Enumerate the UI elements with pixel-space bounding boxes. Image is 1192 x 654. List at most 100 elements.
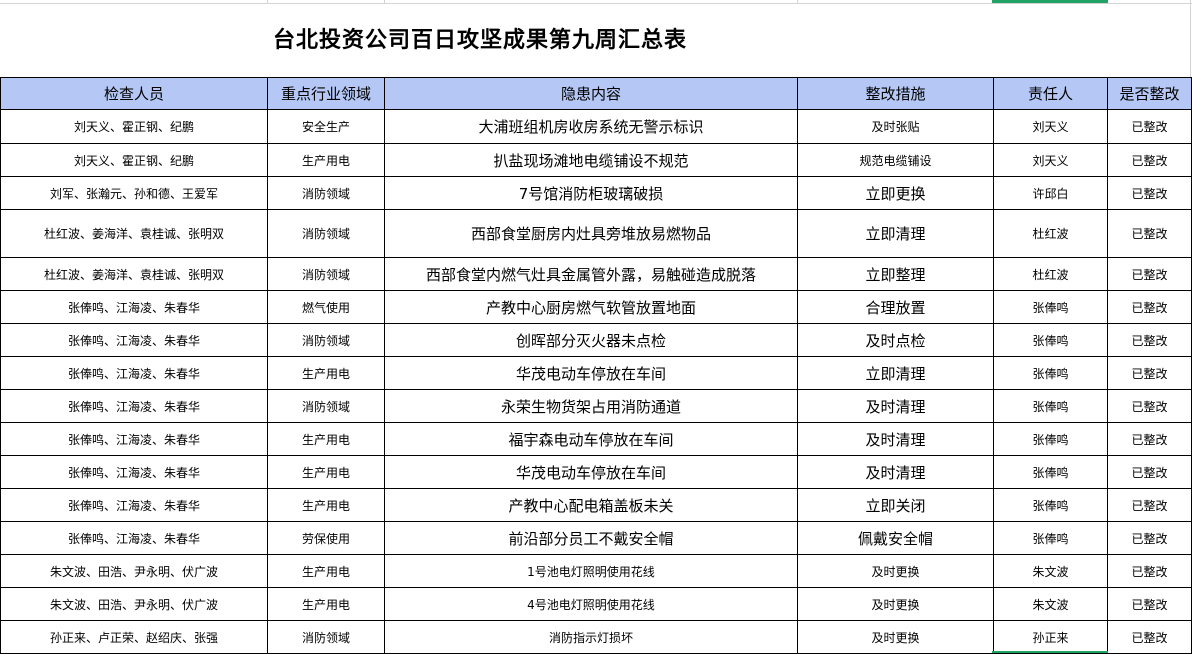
status-cell[interactable]: 已整改: [1107, 143, 1192, 177]
hazard-content-cell[interactable]: 永荣生物货架占用消防通道: [384, 389, 798, 423]
responsible-person-cell[interactable]: 张俸鸣: [993, 422, 1108, 456]
hazard-content-cell[interactable]: 前沿部分员工不戴安全帽: [384, 521, 798, 555]
hazard-content-cell[interactable]: 西部食堂内燃气灶具金属管外露，易触碰造成脱落: [384, 257, 798, 291]
hazard-content-cell[interactable]: 福宇森电动车停放在车间: [384, 422, 798, 456]
measure-cell[interactable]: 及时点检: [797, 323, 994, 357]
measure-cell[interactable]: 立即关闭: [797, 488, 994, 522]
header-industry-field[interactable]: 重点行业领域: [267, 77, 385, 110]
industry-field-cell[interactable]: 消防领域: [267, 176, 385, 210]
hazard-content-cell[interactable]: 1号池电灯照明使用花线: [384, 554, 798, 588]
header-rectification-measure[interactable]: 整改措施: [797, 77, 994, 110]
hazard-content-cell[interactable]: 产教中心配电箱盖板未关: [384, 488, 798, 522]
responsible-person-cell[interactable]: 杜红波: [993, 209, 1108, 258]
responsible-person-cell[interactable]: 许邱白: [993, 176, 1108, 210]
inspectors-cell[interactable]: 张俸鸣、江海凌、朱春华: [0, 389, 268, 423]
industry-field-cell[interactable]: 消防领域: [267, 257, 385, 291]
industry-field-cell[interactable]: 生产用电: [267, 143, 385, 177]
inspectors-cell[interactable]: 张俸鸣、江海凌、朱春华: [0, 521, 268, 555]
header-rectified-status[interactable]: 是否整改: [1107, 77, 1192, 110]
responsible-person-cell[interactable]: 张俸鸣: [993, 356, 1108, 390]
status-cell[interactable]: 已整改: [1107, 257, 1192, 291]
status-cell[interactable]: 已整改: [1107, 455, 1192, 489]
measure-cell[interactable]: 及时更换: [797, 587, 994, 621]
inspectors-cell[interactable]: 朱文波、田浩、尹永明、伏广波: [0, 554, 268, 588]
status-cell[interactable]: 已整改: [1107, 521, 1192, 555]
industry-field-cell[interactable]: 消防领域: [267, 209, 385, 258]
industry-field-cell[interactable]: 劳保使用: [267, 521, 385, 555]
inspectors-cell[interactable]: 张俸鸣、江海凌、朱春华: [0, 290, 268, 324]
inspectors-cell[interactable]: 刘天义、霍正钢、纪鹏: [0, 143, 268, 177]
responsible-person-cell[interactable]: 孙正来: [993, 620, 1108, 654]
industry-field-cell[interactable]: 生产用电: [267, 488, 385, 522]
header-inspectors[interactable]: 检查人员: [0, 77, 268, 110]
hazard-content-cell[interactable]: 产教中心厨房燃气软管放置地面: [384, 290, 798, 324]
hazard-content-cell[interactable]: 西部食堂厨房内灶具旁堆放易燃物品: [384, 209, 798, 258]
industry-field-cell[interactable]: 生产用电: [267, 356, 385, 390]
industry-field-cell[interactable]: 生产用电: [267, 455, 385, 489]
hazard-content-cell[interactable]: 消防指示灯损坏: [384, 620, 798, 654]
industry-field-cell[interactable]: 消防领域: [267, 323, 385, 357]
measure-cell[interactable]: 及时清理: [797, 455, 994, 489]
industry-field-cell[interactable]: 生产用电: [267, 422, 385, 456]
measure-cell[interactable]: 佩戴安全帽: [797, 521, 994, 555]
hazard-content-cell[interactable]: 7号馆消防柜玻璃破损: [384, 176, 798, 210]
inspectors-cell[interactable]: 张俸鸣、江海凌、朱春华: [0, 488, 268, 522]
hazard-content-cell[interactable]: 4号池电灯照明使用花线: [384, 587, 798, 621]
responsible-person-cell[interactable]: 张俸鸣: [993, 488, 1108, 522]
inspectors-cell[interactable]: 张俸鸣、江海凌、朱春华: [0, 422, 268, 456]
hazard-content-cell[interactable]: 大浦班组机房收房系统无警示标识: [384, 109, 798, 144]
measure-cell[interactable]: 及时更换: [797, 620, 994, 654]
hazard-content-cell[interactable]: 扒盐现场滩地电缆铺设不规范: [384, 143, 798, 177]
inspectors-cell[interactable]: 刘军、张瀚元、孙和德、王爱军: [0, 176, 268, 210]
status-cell[interactable]: 已整改: [1107, 176, 1192, 210]
industry-field-cell[interactable]: 生产用电: [267, 554, 385, 588]
responsible-person-cell[interactable]: 杜红波: [993, 257, 1108, 291]
status-cell[interactable]: 已整改: [1107, 323, 1192, 357]
measure-cell[interactable]: 规范电缆铺设: [797, 143, 994, 177]
status-cell[interactable]: 已整改: [1107, 356, 1192, 390]
responsible-person-cell[interactable]: 朱文波: [993, 554, 1108, 588]
measure-cell[interactable]: 及时清理: [797, 422, 994, 456]
status-cell[interactable]: 已整改: [1107, 109, 1192, 144]
inspectors-cell[interactable]: 朱文波、田浩、尹永明、伏广波: [0, 587, 268, 621]
hazard-content-cell[interactable]: 创晖部分灭火器未点检: [384, 323, 798, 357]
industry-field-cell[interactable]: 消防领域: [267, 620, 385, 654]
measure-cell[interactable]: 立即清理: [797, 209, 994, 258]
measure-cell[interactable]: 及时更换: [797, 554, 994, 588]
measure-cell[interactable]: 合理放置: [797, 290, 994, 324]
industry-field-cell[interactable]: 生产用电: [267, 587, 385, 621]
status-cell[interactable]: 已整改: [1107, 488, 1192, 522]
measure-cell[interactable]: 立即整理: [797, 257, 994, 291]
responsible-person-cell[interactable]: 刘天义: [993, 143, 1108, 177]
status-cell[interactable]: 已整改: [1107, 422, 1192, 456]
measure-cell[interactable]: 及时张贴: [797, 109, 994, 144]
measure-cell[interactable]: 及时清理: [797, 389, 994, 423]
inspectors-cell[interactable]: 张俸鸣、江海凌、朱春华: [0, 455, 268, 489]
inspectors-cell[interactable]: 孙正来、卢正荣、赵绍庆、张强: [0, 620, 268, 654]
industry-field-cell[interactable]: 安全生产: [267, 109, 385, 144]
responsible-person-cell[interactable]: 张俸鸣: [993, 323, 1108, 357]
responsible-person-cell[interactable]: 朱文波: [993, 587, 1108, 621]
hazard-content-cell[interactable]: 华茂电动车停放在车间: [384, 455, 798, 489]
industry-field-cell[interactable]: 燃气使用: [267, 290, 385, 324]
inspectors-cell[interactable]: 刘天义、霍正钢、纪鹏: [0, 109, 268, 144]
header-responsible-person[interactable]: 责任人: [993, 77, 1108, 110]
responsible-person-cell[interactable]: 刘天义: [993, 109, 1108, 144]
industry-field-cell[interactable]: 消防领域: [267, 389, 385, 423]
status-cell[interactable]: 已整改: [1107, 554, 1192, 588]
inspectors-cell[interactable]: 张俸鸣、江海凌、朱春华: [0, 323, 268, 357]
status-cell[interactable]: 已整改: [1107, 620, 1192, 654]
measure-cell[interactable]: 立即更换: [797, 176, 994, 210]
sheet-title[interactable]: 台北投资公司百日攻坚成果第九周汇总表: [272, 28, 687, 53]
status-cell[interactable]: 已整改: [1107, 587, 1192, 621]
responsible-person-cell[interactable]: 张俸鸣: [993, 521, 1108, 555]
responsible-person-cell[interactable]: 张俸鸣: [993, 389, 1108, 423]
status-cell[interactable]: 已整改: [1107, 290, 1192, 324]
header-hazard-content[interactable]: 隐患内容: [384, 77, 798, 110]
measure-cell[interactable]: 立即清理: [797, 356, 994, 390]
hazard-content-cell[interactable]: 华茂电动车停放在车间: [384, 356, 798, 390]
responsible-person-cell[interactable]: 张俸鸣: [993, 455, 1108, 489]
inspectors-cell[interactable]: 张俸鸣、江海凌、朱春华: [0, 356, 268, 390]
responsible-person-cell[interactable]: 张俸鸣: [993, 290, 1108, 324]
inspectors-cell[interactable]: 杜红波、姜海洋、袁桂诚、张明双: [0, 257, 268, 291]
